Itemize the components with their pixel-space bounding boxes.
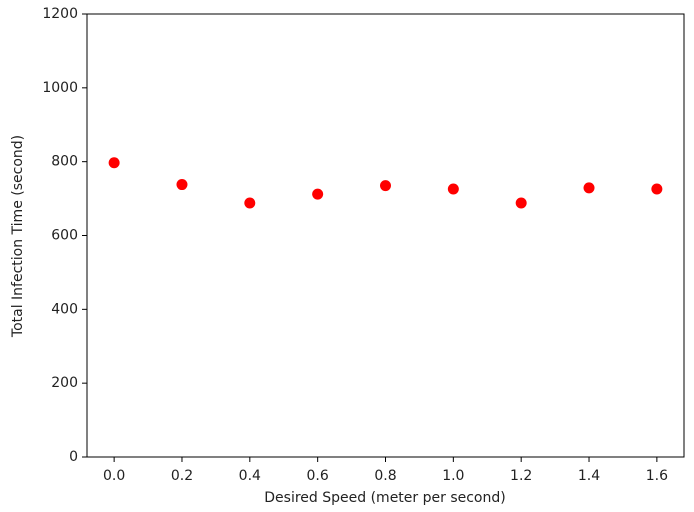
y-tick-label: 600 [51, 228, 78, 244]
point [380, 180, 391, 192]
x-tick-label: 0.8 [374, 468, 396, 484]
point [651, 183, 663, 195]
point [244, 197, 256, 209]
x-tick-label: 0.2 [171, 468, 193, 484]
x-tick-label: 0.4 [239, 468, 261, 484]
point [515, 197, 527, 209]
plot-frame [86, 13, 685, 458]
point [312, 188, 324, 200]
y-axis-label: Total Infection Time (second) [10, 135, 26, 338]
y-tick-label: 200 [51, 375, 78, 391]
point [583, 182, 595, 194]
y-tick-label: 1200 [42, 6, 78, 22]
x-tick-label: 0.6 [307, 468, 329, 484]
x-tick-label: 0.0 [103, 468, 125, 484]
x-axis-label: Desired Speed (meter per second) [264, 490, 505, 506]
x-tick-label: 1.6 [646, 468, 668, 484]
y-tick-label: 400 [51, 301, 78, 317]
y-tick-label: 1000 [42, 80, 78, 96]
point [108, 157, 120, 169]
x-tick-label: 1.4 [578, 468, 600, 484]
point [447, 183, 459, 195]
y-tick-label: 0 [69, 449, 78, 465]
y-tick-label: 800 [51, 154, 78, 170]
x-tick-label: 1.2 [510, 468, 532, 484]
x-tick-label: 1.0 [442, 468, 464, 484]
point [176, 179, 188, 191]
